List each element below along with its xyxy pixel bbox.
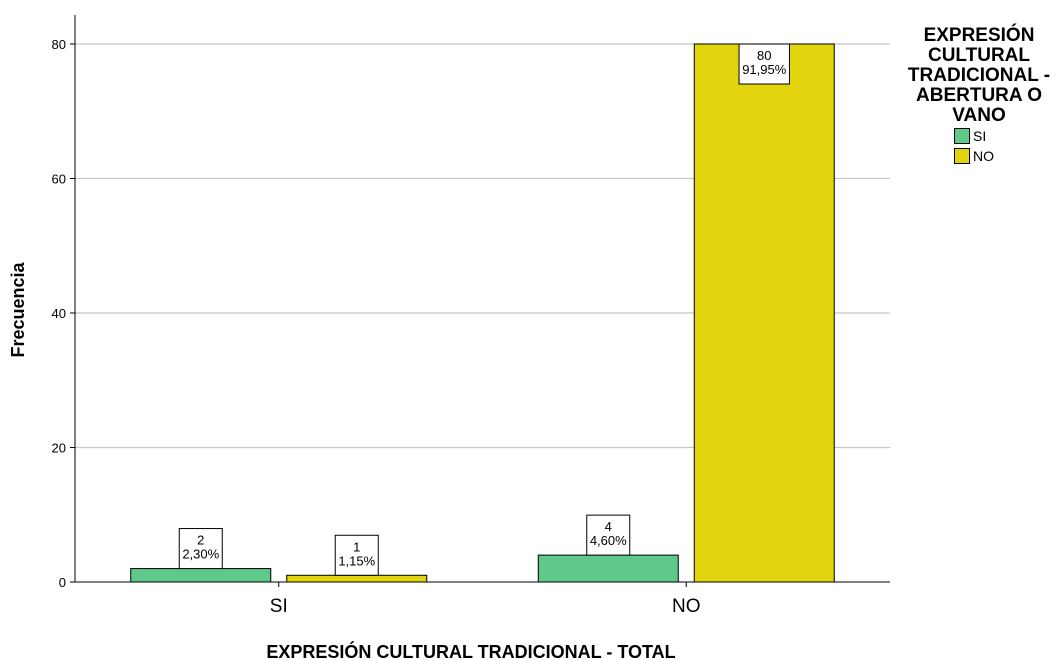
legend-item-si: SI [954, 126, 1058, 146]
data-label-box [178, 528, 223, 570]
data-label-box [586, 514, 631, 556]
data-label-text: 1 [353, 539, 360, 554]
data-label-text: 80 [757, 48, 771, 63]
data-label: 44,60% [586, 514, 631, 556]
data-label-text: 1,15% [338, 553, 375, 568]
y-axis-title: Frecuencia [8, 261, 28, 357]
legend-swatch [954, 128, 970, 144]
legend-label: SI [973, 128, 987, 144]
data-label-text: 4,60% [590, 533, 627, 548]
legend-item-no: NO [954, 146, 1058, 166]
x-tick-label: SI [270, 596, 288, 617]
data-label-text: 2 [197, 533, 204, 548]
x-tick-label: NO [672, 596, 701, 617]
data-label-text: 2,30% [182, 547, 219, 562]
legend-label: NO [973, 148, 994, 164]
data-label: 11,15% [334, 534, 379, 576]
legend-swatch [954, 148, 970, 164]
bar-no-si [537, 554, 679, 583]
bar-si-si [130, 568, 272, 583]
y-tick-label: 80 [52, 37, 66, 52]
bar-no-no [693, 43, 835, 583]
data-label-text: 91,95% [742, 62, 787, 77]
data-label-box [738, 43, 790, 85]
y-tick-label: 60 [52, 172, 66, 187]
legend: EXPRESIÓN CULTURAL TRADICIONAL - ABERTUR… [900, 26, 1058, 166]
y-tick-label: 20 [52, 441, 66, 456]
data-label: 22,30% [178, 528, 223, 570]
legend-items: SI NO [900, 126, 1058, 166]
bar-si-no [286, 574, 428, 583]
y-tick-label: 40 [52, 306, 66, 321]
y-tick-label: 0 [59, 575, 66, 590]
data-label-box [334, 534, 379, 576]
data-label-text: 4 [605, 519, 612, 534]
legend-title: EXPRESIÓN CULTURAL TRADICIONAL - ABERTUR… [907, 25, 1051, 126]
x-axis-title: EXPRESIÓN CULTURAL TRADICIONAL - TOTAL [266, 641, 675, 660]
axes: 0 20 40 60 80 SI NO [52, 15, 890, 617]
